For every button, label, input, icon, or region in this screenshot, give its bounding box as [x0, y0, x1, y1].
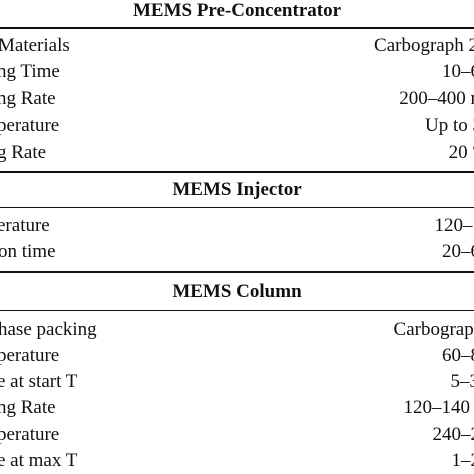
row-value: Up to 3: [425, 115, 474, 136]
section-title-injector: MEMS Injector: [172, 179, 302, 200]
section-rule: [0, 27, 474, 29]
row-param: perature: [0, 115, 60, 136]
row-value: Carbograpl: [393, 319, 474, 340]
row-value: 200–400 n: [399, 88, 474, 109]
row-value: 240–2: [432, 424, 474, 445]
row-value: Carbograph 2: [374, 35, 474, 56]
section-rule: [0, 207, 474, 208]
row-value: 120–1: [434, 215, 474, 236]
row-param: ng Rate: [0, 88, 56, 109]
row-param: g Rate: [0, 142, 47, 163]
row-param: perature: [0, 345, 60, 366]
row-value: 10–6: [442, 61, 474, 82]
section-rule: [0, 271, 474, 273]
row-value: 20 °: [448, 142, 474, 163]
section-title-column: MEMS Column: [172, 281, 302, 302]
row-value: 1–2: [451, 450, 474, 471]
row-value: 60–8: [442, 345, 474, 366]
row-param: perature: [0, 424, 60, 445]
row-value: 120–140: [403, 397, 471, 418]
row-param: hase packing: [0, 319, 97, 340]
row-value: 5–3: [450, 371, 474, 392]
row-param: Materials: [0, 35, 70, 56]
section-rule: [0, 310, 474, 311]
row-param: e at max T: [0, 450, 78, 471]
row-param: ng Rate: [0, 397, 56, 418]
row-param: e at start T: [0, 371, 78, 392]
section-title-pre-concentrator: MEMS Pre-Concentrator: [132, 0, 342, 21]
row-param: erature: [0, 215, 50, 236]
row-value: 20–6: [442, 241, 474, 262]
row-param: on time: [0, 241, 56, 262]
row-param: ng Time: [0, 61, 60, 82]
section-rule: [0, 171, 474, 173]
